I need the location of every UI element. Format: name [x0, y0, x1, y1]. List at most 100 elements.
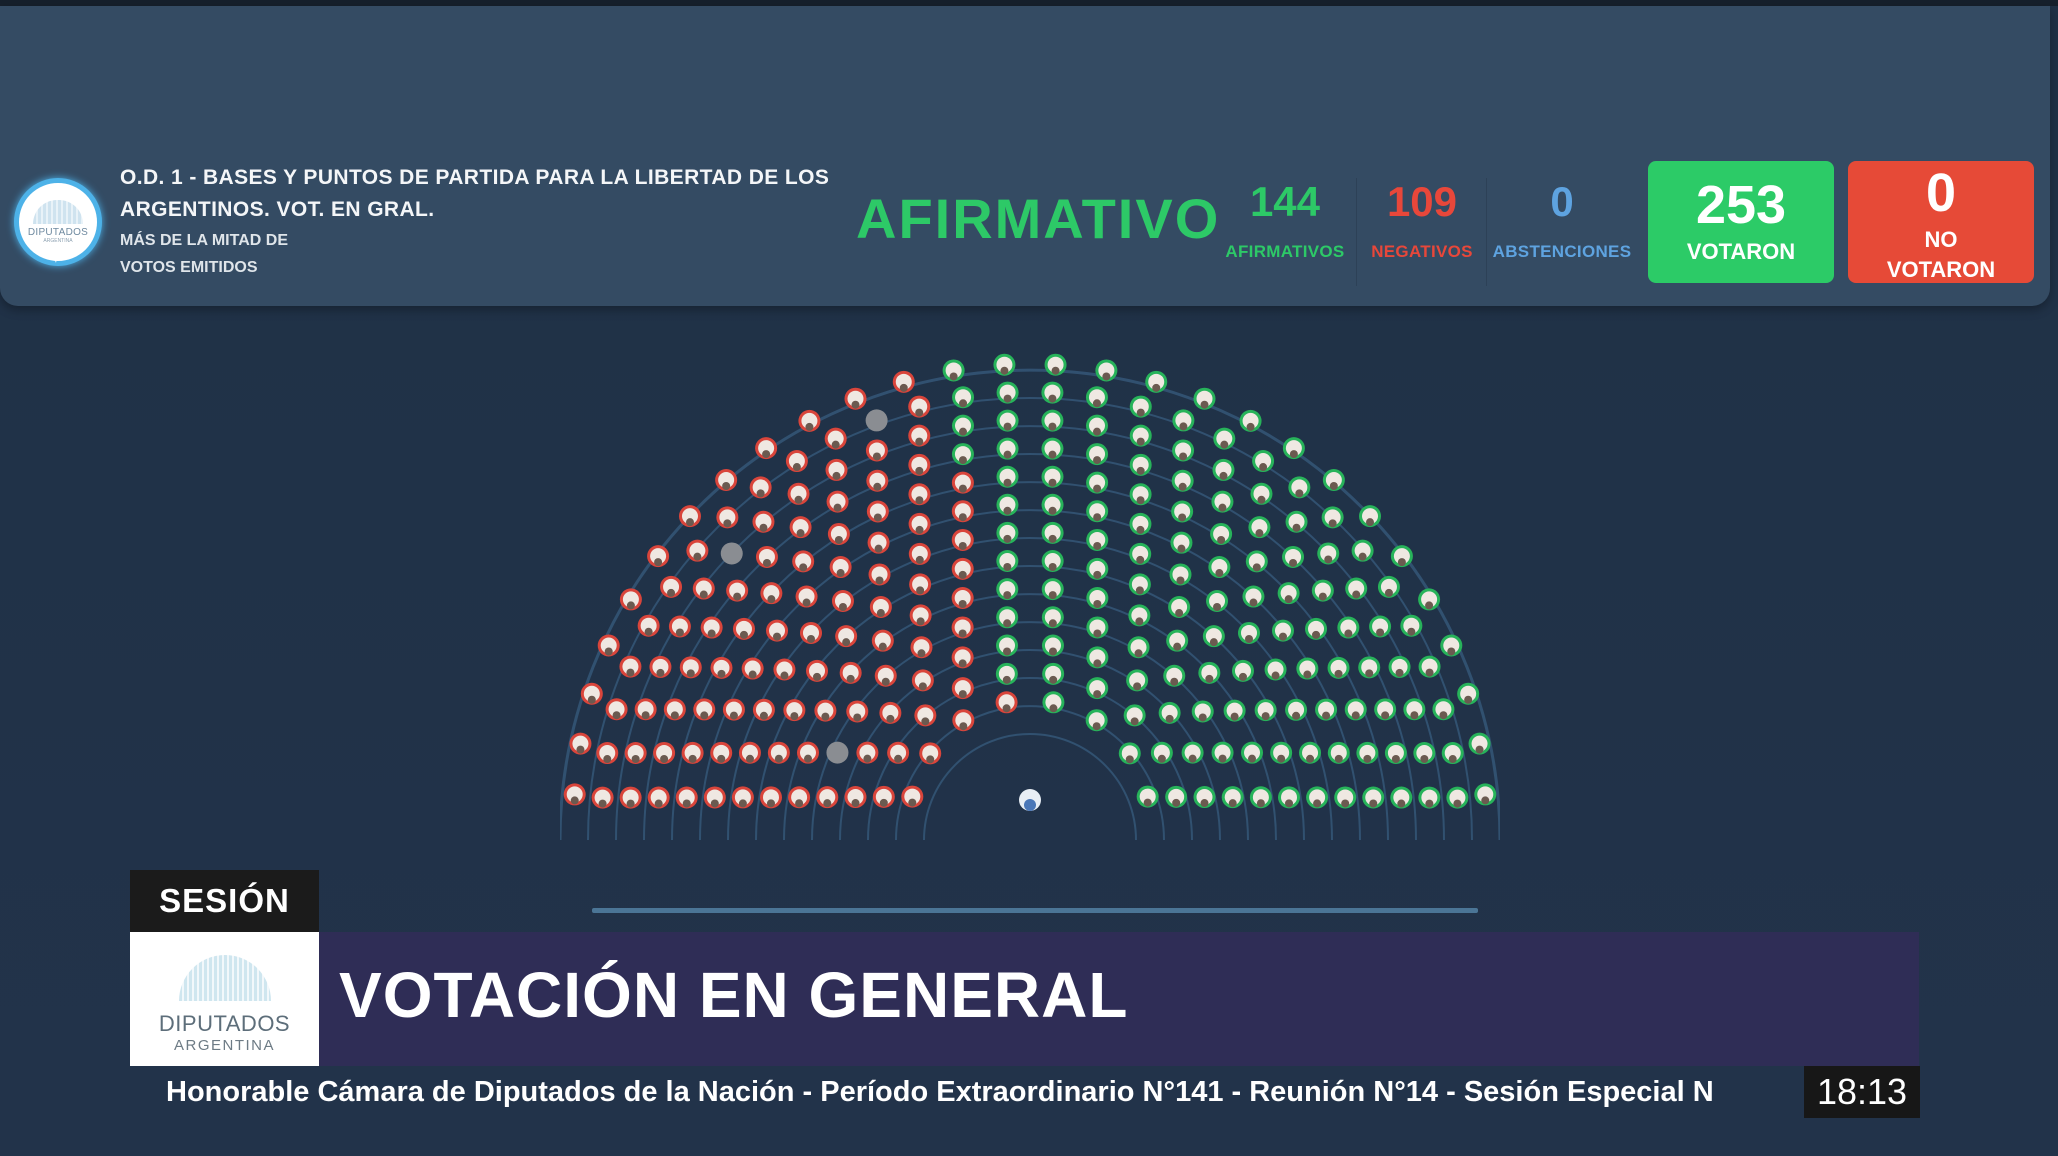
seat[interactable] — [1390, 786, 1413, 809]
seat[interactable] — [879, 701, 902, 724]
seat[interactable] — [675, 786, 698, 809]
seat[interactable] — [792, 550, 815, 573]
seat[interactable] — [1327, 656, 1350, 679]
seat[interactable] — [1242, 585, 1265, 608]
seat[interactable] — [844, 387, 867, 410]
seat[interactable] — [1171, 500, 1194, 523]
seat[interactable] — [1418, 786, 1441, 809]
seat[interactable] — [1305, 617, 1328, 640]
seat[interactable] — [692, 577, 715, 600]
seat[interactable] — [914, 704, 937, 727]
seat[interactable] — [1145, 370, 1168, 393]
seat[interactable] — [1237, 621, 1260, 644]
seat[interactable] — [1254, 699, 1277, 722]
seat[interactable] — [996, 606, 1019, 629]
seat[interactable] — [1172, 439, 1195, 462]
seat[interactable] — [1344, 698, 1367, 721]
seat[interactable] — [868, 563, 891, 586]
seat[interactable] — [783, 699, 806, 722]
seat[interactable] — [951, 616, 974, 639]
seat[interactable] — [1118, 742, 1141, 765]
seat[interactable] — [1166, 629, 1189, 652]
seat[interactable] — [1285, 698, 1308, 721]
seat[interactable] — [951, 528, 974, 551]
seat[interactable] — [1241, 741, 1264, 764]
seat[interactable] — [996, 437, 1019, 460]
seat[interactable] — [1278, 786, 1301, 809]
seat[interactable] — [951, 586, 974, 609]
seat[interactable] — [1042, 662, 1065, 685]
seat[interactable] — [766, 619, 789, 642]
seat[interactable] — [785, 450, 808, 473]
seat[interactable] — [996, 521, 1019, 544]
seat[interactable] — [826, 741, 849, 764]
seat[interactable] — [796, 741, 819, 764]
seat[interactable] — [1440, 634, 1463, 657]
seat[interactable] — [715, 468, 738, 491]
seat[interactable] — [1245, 550, 1268, 573]
seat[interactable] — [1282, 545, 1305, 568]
seat[interactable] — [1041, 493, 1064, 516]
seat[interactable] — [1126, 669, 1149, 692]
seat[interactable] — [681, 741, 704, 764]
seat[interactable] — [1086, 414, 1109, 437]
seat[interactable] — [741, 657, 764, 680]
seat[interactable] — [1198, 661, 1221, 684]
seat[interactable] — [995, 691, 1018, 714]
seat[interactable] — [1311, 579, 1334, 602]
seat[interactable] — [1327, 741, 1350, 764]
seat[interactable] — [755, 545, 778, 568]
seat[interactable] — [1129, 542, 1152, 565]
seat[interactable] — [1400, 614, 1423, 637]
seat[interactable] — [1390, 545, 1413, 568]
seat[interactable] — [693, 698, 716, 721]
seat[interactable] — [1128, 604, 1151, 627]
seat[interactable] — [871, 629, 894, 652]
seat[interactable] — [710, 741, 733, 764]
seat[interactable] — [865, 409, 888, 432]
seat[interactable] — [1210, 522, 1233, 545]
seat[interactable] — [703, 786, 726, 809]
seat[interactable] — [1446, 786, 1469, 809]
seat[interactable] — [1041, 578, 1064, 601]
seat[interactable] — [951, 471, 974, 494]
seat[interactable] — [1288, 476, 1311, 499]
seat[interactable] — [787, 482, 810, 505]
seat[interactable] — [839, 661, 862, 684]
seat[interactable] — [1388, 655, 1411, 678]
seat[interactable] — [1249, 786, 1272, 809]
seat[interactable] — [1150, 741, 1173, 764]
seat[interactable] — [800, 621, 823, 644]
seat[interactable] — [1413, 741, 1436, 764]
seat[interactable] — [827, 522, 850, 545]
seat[interactable] — [1211, 490, 1234, 513]
seat[interactable] — [1322, 468, 1345, 491]
seat[interactable] — [752, 510, 775, 533]
seat[interactable] — [759, 786, 782, 809]
seat[interactable] — [816, 786, 839, 809]
seat[interactable] — [996, 381, 1019, 404]
seat[interactable] — [951, 443, 974, 466]
seat[interactable] — [872, 785, 895, 808]
seat[interactable] — [951, 557, 974, 580]
seat[interactable] — [716, 506, 739, 529]
seat[interactable] — [760, 582, 783, 605]
seat[interactable] — [720, 542, 743, 565]
seat[interactable] — [866, 469, 889, 492]
seat[interactable] — [866, 500, 889, 523]
seat[interactable] — [1212, 458, 1235, 481]
seat[interactable] — [856, 741, 879, 764]
seat[interactable] — [1086, 677, 1109, 700]
seat[interactable] — [1123, 704, 1146, 727]
seat[interactable] — [1085, 386, 1108, 409]
seat[interactable] — [1086, 528, 1109, 551]
seat[interactable] — [892, 370, 915, 393]
seat[interactable] — [596, 742, 619, 765]
seat[interactable] — [660, 575, 683, 598]
seat[interactable] — [1296, 657, 1319, 680]
seat[interactable] — [942, 359, 965, 382]
seat[interactable] — [597, 634, 620, 657]
seat[interactable] — [647, 786, 670, 809]
seat[interactable] — [1231, 659, 1254, 682]
seat[interactable] — [1468, 732, 1491, 755]
